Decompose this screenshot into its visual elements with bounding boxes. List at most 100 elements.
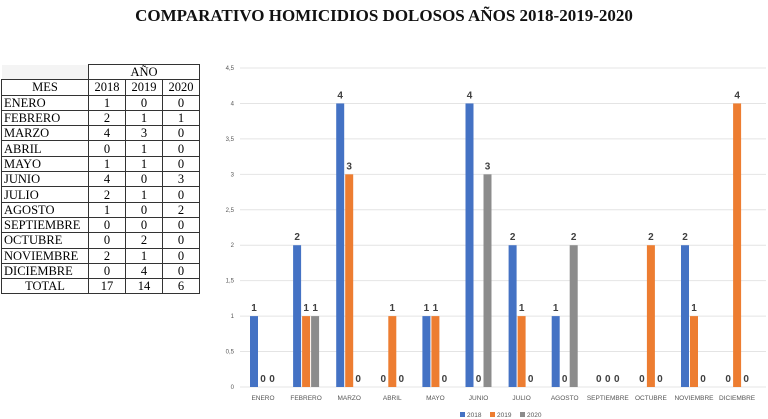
bar-2019 xyxy=(345,174,354,387)
year-column-header: 2019 xyxy=(125,79,163,96)
data-label: 3 xyxy=(485,161,491,172)
value-cell: 2 xyxy=(88,247,126,264)
x-tick-label: ABRIL xyxy=(383,395,402,402)
month-cell: DICIEMBRE xyxy=(1,262,89,280)
data-label: 0 xyxy=(614,374,620,385)
x-tick-label: ENERO xyxy=(251,395,274,402)
month-cell: MAYO xyxy=(1,155,89,173)
bar-2018 xyxy=(465,103,474,387)
value-cell: 0 xyxy=(162,94,200,111)
x-tick-label: OCTUBRE xyxy=(635,395,667,402)
bar-2019 xyxy=(431,316,440,387)
bar-2019 xyxy=(302,316,311,387)
value-cell: 0 xyxy=(125,216,163,234)
y-tick-label: 1,5 xyxy=(226,279,235,285)
page-title: COMPARATIVO HOMICIDIOS DOLOSOS AÑOS 2018… xyxy=(135,6,633,25)
value-cell: 0 xyxy=(125,94,163,111)
y-tick-label: 0 xyxy=(231,385,235,391)
table-row: ENERO 1 0 0 xyxy=(1,94,200,111)
x-tick-label: DICIEMBRE xyxy=(719,395,756,402)
x-tick-label: JUNIO xyxy=(469,395,489,402)
value-cell: 0 xyxy=(88,140,126,157)
year-header: AÑO xyxy=(88,63,200,81)
table-row: MAYO 1 1 0 xyxy=(1,155,200,173)
value-cell: 0 xyxy=(88,216,126,234)
value-cell: 2 xyxy=(88,109,126,127)
value-cell: 0 xyxy=(88,232,126,249)
bar-2020 xyxy=(311,316,320,387)
month-cell: SEPTIEMBRE xyxy=(1,216,89,234)
value-cell: 1 xyxy=(125,186,163,203)
data-label: 1 xyxy=(251,303,257,314)
bar-2018 xyxy=(336,103,345,387)
data-label: 4 xyxy=(467,90,473,101)
month-cell: NOVIEMBRE xyxy=(1,247,89,264)
value-cell: 14 xyxy=(125,278,163,295)
month-cell: AGOSTO xyxy=(1,201,89,218)
data-label: 0 xyxy=(657,374,663,385)
value-cell: 0 xyxy=(162,186,200,203)
data-table: AÑO MES 2018 2019 2020 ENERO 1 0 0 FEBRERO 2 1 1 MARZ… xyxy=(1,63,200,295)
value-cell: 2 xyxy=(125,232,163,249)
value-cell: 0 xyxy=(162,262,200,280)
table-row: NOVIEMBRE 2 1 0 xyxy=(1,247,200,264)
y-tick-label: 0,5 xyxy=(226,350,235,356)
y-tick-label: 4 xyxy=(231,101,235,107)
value-cell: 0 xyxy=(162,247,200,264)
data-label: 1 xyxy=(390,303,396,314)
data-label: 0 xyxy=(528,374,534,385)
data-label: 0 xyxy=(725,374,731,385)
data-label: 1 xyxy=(691,303,697,314)
value-cell: 6 xyxy=(162,278,200,295)
data-label: 1 xyxy=(312,303,318,314)
bar-2019 xyxy=(733,103,742,387)
value-cell: 0 xyxy=(162,155,200,173)
bar-2019 xyxy=(388,316,397,387)
data-label: 0 xyxy=(355,374,361,385)
y-tick-label: 1 xyxy=(231,314,235,320)
data-label: 0 xyxy=(743,374,749,385)
value-cell: 0 xyxy=(162,232,200,249)
value-cell: 1 xyxy=(88,155,126,173)
table-row: MARZO 4 3 0 xyxy=(1,125,200,142)
bar-2018 xyxy=(422,316,431,387)
data-label: 2 xyxy=(294,232,300,243)
value-cell: 1 xyxy=(162,109,200,127)
y-tick-label: 3,5 xyxy=(226,137,235,143)
data-label: 0 xyxy=(442,374,448,385)
bar-2018 xyxy=(293,245,302,387)
table-row: JULIO 2 1 0 xyxy=(1,186,200,203)
value-cell: 4 xyxy=(88,171,126,188)
legend-swatch-2020 xyxy=(520,412,525,417)
data-label: 0 xyxy=(596,374,602,385)
x-tick-label: AGOSTO xyxy=(551,395,579,402)
bar-2020 xyxy=(569,245,578,387)
month-cell: JULIO xyxy=(1,186,89,203)
year-column-header: 2018 xyxy=(88,79,126,96)
data-label: 0 xyxy=(269,374,275,385)
value-cell: 1 xyxy=(88,201,126,218)
x-tick-label: FEBRERO xyxy=(290,395,321,402)
data-label: 2 xyxy=(682,232,688,243)
bar-2018 xyxy=(250,316,258,387)
y-tick-label: 2 xyxy=(231,243,235,249)
value-cell: 0 xyxy=(88,262,126,280)
value-cell: 0 xyxy=(162,216,200,234)
table-header-row: AÑO xyxy=(1,63,200,81)
year-column-header: 2020 xyxy=(162,79,200,96)
table-row: OCTUBRE 0 2 0 xyxy=(1,232,200,249)
data-label: 1 xyxy=(519,303,525,314)
value-cell: 3 xyxy=(125,125,163,142)
bar-2019 xyxy=(646,245,655,387)
month-cell: ABRIL xyxy=(1,140,89,157)
x-tick-label: MARZO xyxy=(337,395,360,402)
value-cell: 1 xyxy=(125,247,163,264)
data-label: 0 xyxy=(700,374,706,385)
y-tick-label: 3 xyxy=(231,172,235,178)
table-row: FEBRERO 2 1 1 xyxy=(1,109,200,127)
value-cell: 1 xyxy=(125,109,163,127)
value-cell: 17 xyxy=(88,278,126,295)
data-label: 0 xyxy=(476,374,482,385)
data-label: 1 xyxy=(433,303,439,314)
